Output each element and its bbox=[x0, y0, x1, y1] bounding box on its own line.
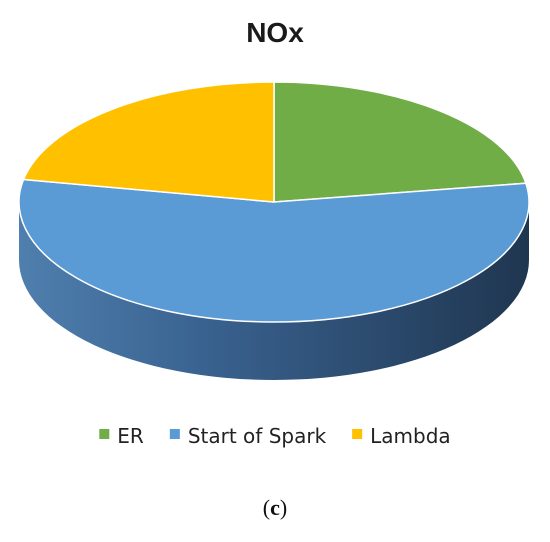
caption-open: ( bbox=[262, 495, 271, 520]
legend-swatch bbox=[352, 429, 363, 439]
pie-slice-start-of-spark bbox=[18, 178, 530, 323]
legend-label: Lambda bbox=[370, 424, 451, 448]
legend-label: Start of Spark bbox=[188, 424, 327, 448]
legend-label: ER bbox=[117, 424, 144, 448]
pie-top bbox=[18, 81, 530, 323]
figure-caption: (c) bbox=[0, 495, 550, 521]
legend-item-lambda: Lambda bbox=[352, 424, 451, 448]
pie-side-start-of-spark bbox=[19, 202, 529, 380]
legend-item-start-of-spark: Start of Spark bbox=[169, 424, 327, 448]
caption-close: ) bbox=[279, 495, 288, 520]
legend-swatch bbox=[99, 429, 110, 439]
pie-slice-er bbox=[273, 81, 527, 203]
chart-title: NOx bbox=[246, 17, 304, 48]
legend-swatch bbox=[169, 429, 180, 439]
caption-letter: c bbox=[270, 495, 280, 520]
pie-slice-lambda bbox=[22, 81, 275, 203]
pie-side bbox=[19, 202, 529, 380]
legend: ER Start of Spark Lambda bbox=[99, 424, 451, 448]
legend-item-er: ER bbox=[99, 424, 144, 448]
